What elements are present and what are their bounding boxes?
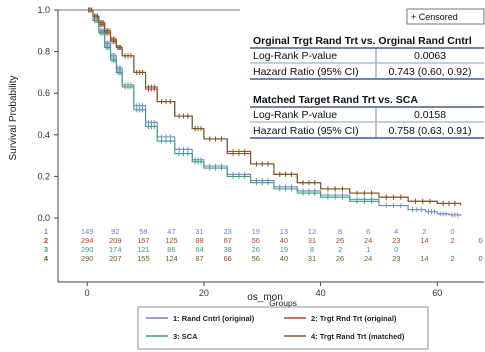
- stats-block1-title: Orginal Trgt Rand Trt vs. Orginal Rand C…: [253, 35, 472, 47]
- survival-curve-3: [87, 9, 380, 204]
- stats-block1-row-value: 0.0063: [414, 50, 446, 62]
- risk-count: 92: [111, 227, 119, 236]
- risk-count: 294: [81, 236, 94, 245]
- risk-count: 23: [392, 236, 400, 245]
- legend-label-3: 3: SCA: [173, 332, 198, 341]
- risk-count: 64: [195, 245, 203, 254]
- risk-count: 31: [308, 254, 316, 263]
- censored-legend-label: + Censored: [411, 12, 458, 22]
- risk-count: 207: [109, 254, 122, 263]
- y-tick-label: 1.0: [37, 5, 50, 15]
- survival-curve-4: [87, 9, 461, 204]
- risk-count: 31: [195, 227, 203, 236]
- risk-count: 1: [366, 245, 370, 254]
- stats-table: + Censored Orginal Trgt Rand Trt vs. Org…: [240, 8, 485, 140]
- risk-count: 87: [195, 254, 203, 263]
- stats-block2-title: Matched Target Rand Trt vs. SCA: [253, 94, 418, 106]
- legend-label-1: 1: Rand Cntrl (original): [173, 314, 255, 323]
- stats-block1-row-value: 0.743 (0.60, 0.92): [389, 66, 472, 78]
- y-tick-label: 0.4: [37, 130, 50, 140]
- risk-count: 12: [308, 227, 316, 236]
- risk-count: 149: [81, 227, 94, 236]
- risk-count: 121: [137, 245, 150, 254]
- y-tick-label: 0.6: [37, 88, 50, 98]
- risk-count: 56: [252, 254, 260, 263]
- risk-count: 174: [109, 245, 122, 254]
- risk-count: 24: [364, 236, 372, 245]
- risk-count: 13: [280, 227, 288, 236]
- risk-count: 155: [137, 254, 150, 263]
- legend-label-2: 2: Trgt Rnd Trt (original): [311, 314, 397, 323]
- stats-block2-row-label: Log-Rank P-value: [253, 109, 337, 121]
- risk-count: 290: [81, 254, 94, 263]
- x-tick-label: 0: [85, 288, 90, 298]
- risk-count: 0: [450, 227, 454, 236]
- stats-block1-row-label: Hazard Ratio (95% CI): [253, 66, 359, 78]
- risk-count: 19: [280, 245, 288, 254]
- risk-count: 290: [81, 245, 94, 254]
- risk-count: 2: [450, 236, 454, 245]
- risk-count: 40: [280, 254, 288, 263]
- risk-count: 26: [252, 245, 260, 254]
- risk-row-label: 3: [44, 245, 48, 254]
- stats-block1-row-label: Log-Rank P-value: [253, 50, 337, 62]
- risk-count: 124: [165, 254, 178, 263]
- legend-title: Groups: [269, 298, 297, 308]
- survival-curves: [87, 7, 462, 218]
- risk-count: 67: [223, 236, 231, 245]
- stats-block2-row-value: 0.0158: [414, 109, 446, 121]
- risk-count: 31: [308, 236, 316, 245]
- x-axis: 0 20 40 60: [85, 282, 442, 298]
- risk-count: 2: [450, 254, 454, 263]
- risk-count: 56: [252, 236, 260, 245]
- risk-count: 23: [392, 254, 400, 263]
- risk-count: 19: [252, 227, 260, 236]
- risk-count: 24: [364, 254, 372, 263]
- x-tick-label: 40: [316, 288, 326, 298]
- risk-count: 86: [167, 245, 175, 254]
- y-axis: 0.0 0.2 0.4 0.6 0.8 1.0: [37, 5, 58, 223]
- risk-count: 125: [165, 236, 178, 245]
- risk-count: 40: [280, 236, 288, 245]
- risk-count: 88: [195, 236, 203, 245]
- risk-table: 1 149 92 58 47 31 23 19 13 12 8 6 4 2 02 294 209 157 125 88…: [44, 227, 483, 263]
- y-tick-label: 0.2: [37, 171, 50, 181]
- x-axis-title: os_mon: [247, 292, 283, 303]
- y-axis-title: Survival Probability: [8, 75, 19, 160]
- risk-count: 26: [336, 236, 344, 245]
- legend-frame: [137, 306, 429, 350]
- risk-count: 58: [139, 227, 147, 236]
- risk-count: 4: [394, 227, 398, 236]
- risk-count: 2: [338, 245, 342, 254]
- risk-count: 66: [223, 254, 231, 263]
- stats-block2-row-label: Hazard Ratio (95% CI): [253, 125, 359, 137]
- risk-count: 0: [478, 254, 482, 263]
- risk-row-label: 2: [44, 236, 48, 245]
- risk-count: 0: [394, 245, 398, 254]
- legend-label-4: 4: Trgt Rand Trt (matched): [311, 332, 405, 341]
- risk-row-label: 1: [44, 227, 48, 236]
- risk-count: 2: [422, 227, 426, 236]
- risk-count: 23: [223, 227, 231, 236]
- legend: Groups 1: Rand Cntrl (original) 2: Trgt R…: [137, 298, 429, 350]
- risk-count: 8: [338, 227, 342, 236]
- risk-count: 38: [223, 245, 231, 254]
- x-tick-label: 20: [199, 288, 209, 298]
- risk-count: 209: [109, 236, 122, 245]
- risk-count: 26: [336, 254, 344, 263]
- risk-count: 6: [366, 227, 370, 236]
- risk-count: 14: [420, 254, 428, 263]
- risk-count: 157: [137, 236, 150, 245]
- risk-count: 47: [167, 227, 175, 236]
- risk-count: 0: [478, 236, 482, 245]
- risk-count: 8: [310, 245, 314, 254]
- risk-count: 14: [420, 236, 428, 245]
- y-tick-label: 0.0: [37, 213, 50, 223]
- censored-legend-frame: [406, 8, 485, 25]
- risk-row-label: 4: [44, 254, 49, 263]
- y-tick-label: 0.8: [37, 47, 50, 57]
- x-tick-label: 60: [432, 288, 442, 298]
- stats-block2-row-value: 0.758 (0.63, 0.91): [389, 125, 472, 137]
